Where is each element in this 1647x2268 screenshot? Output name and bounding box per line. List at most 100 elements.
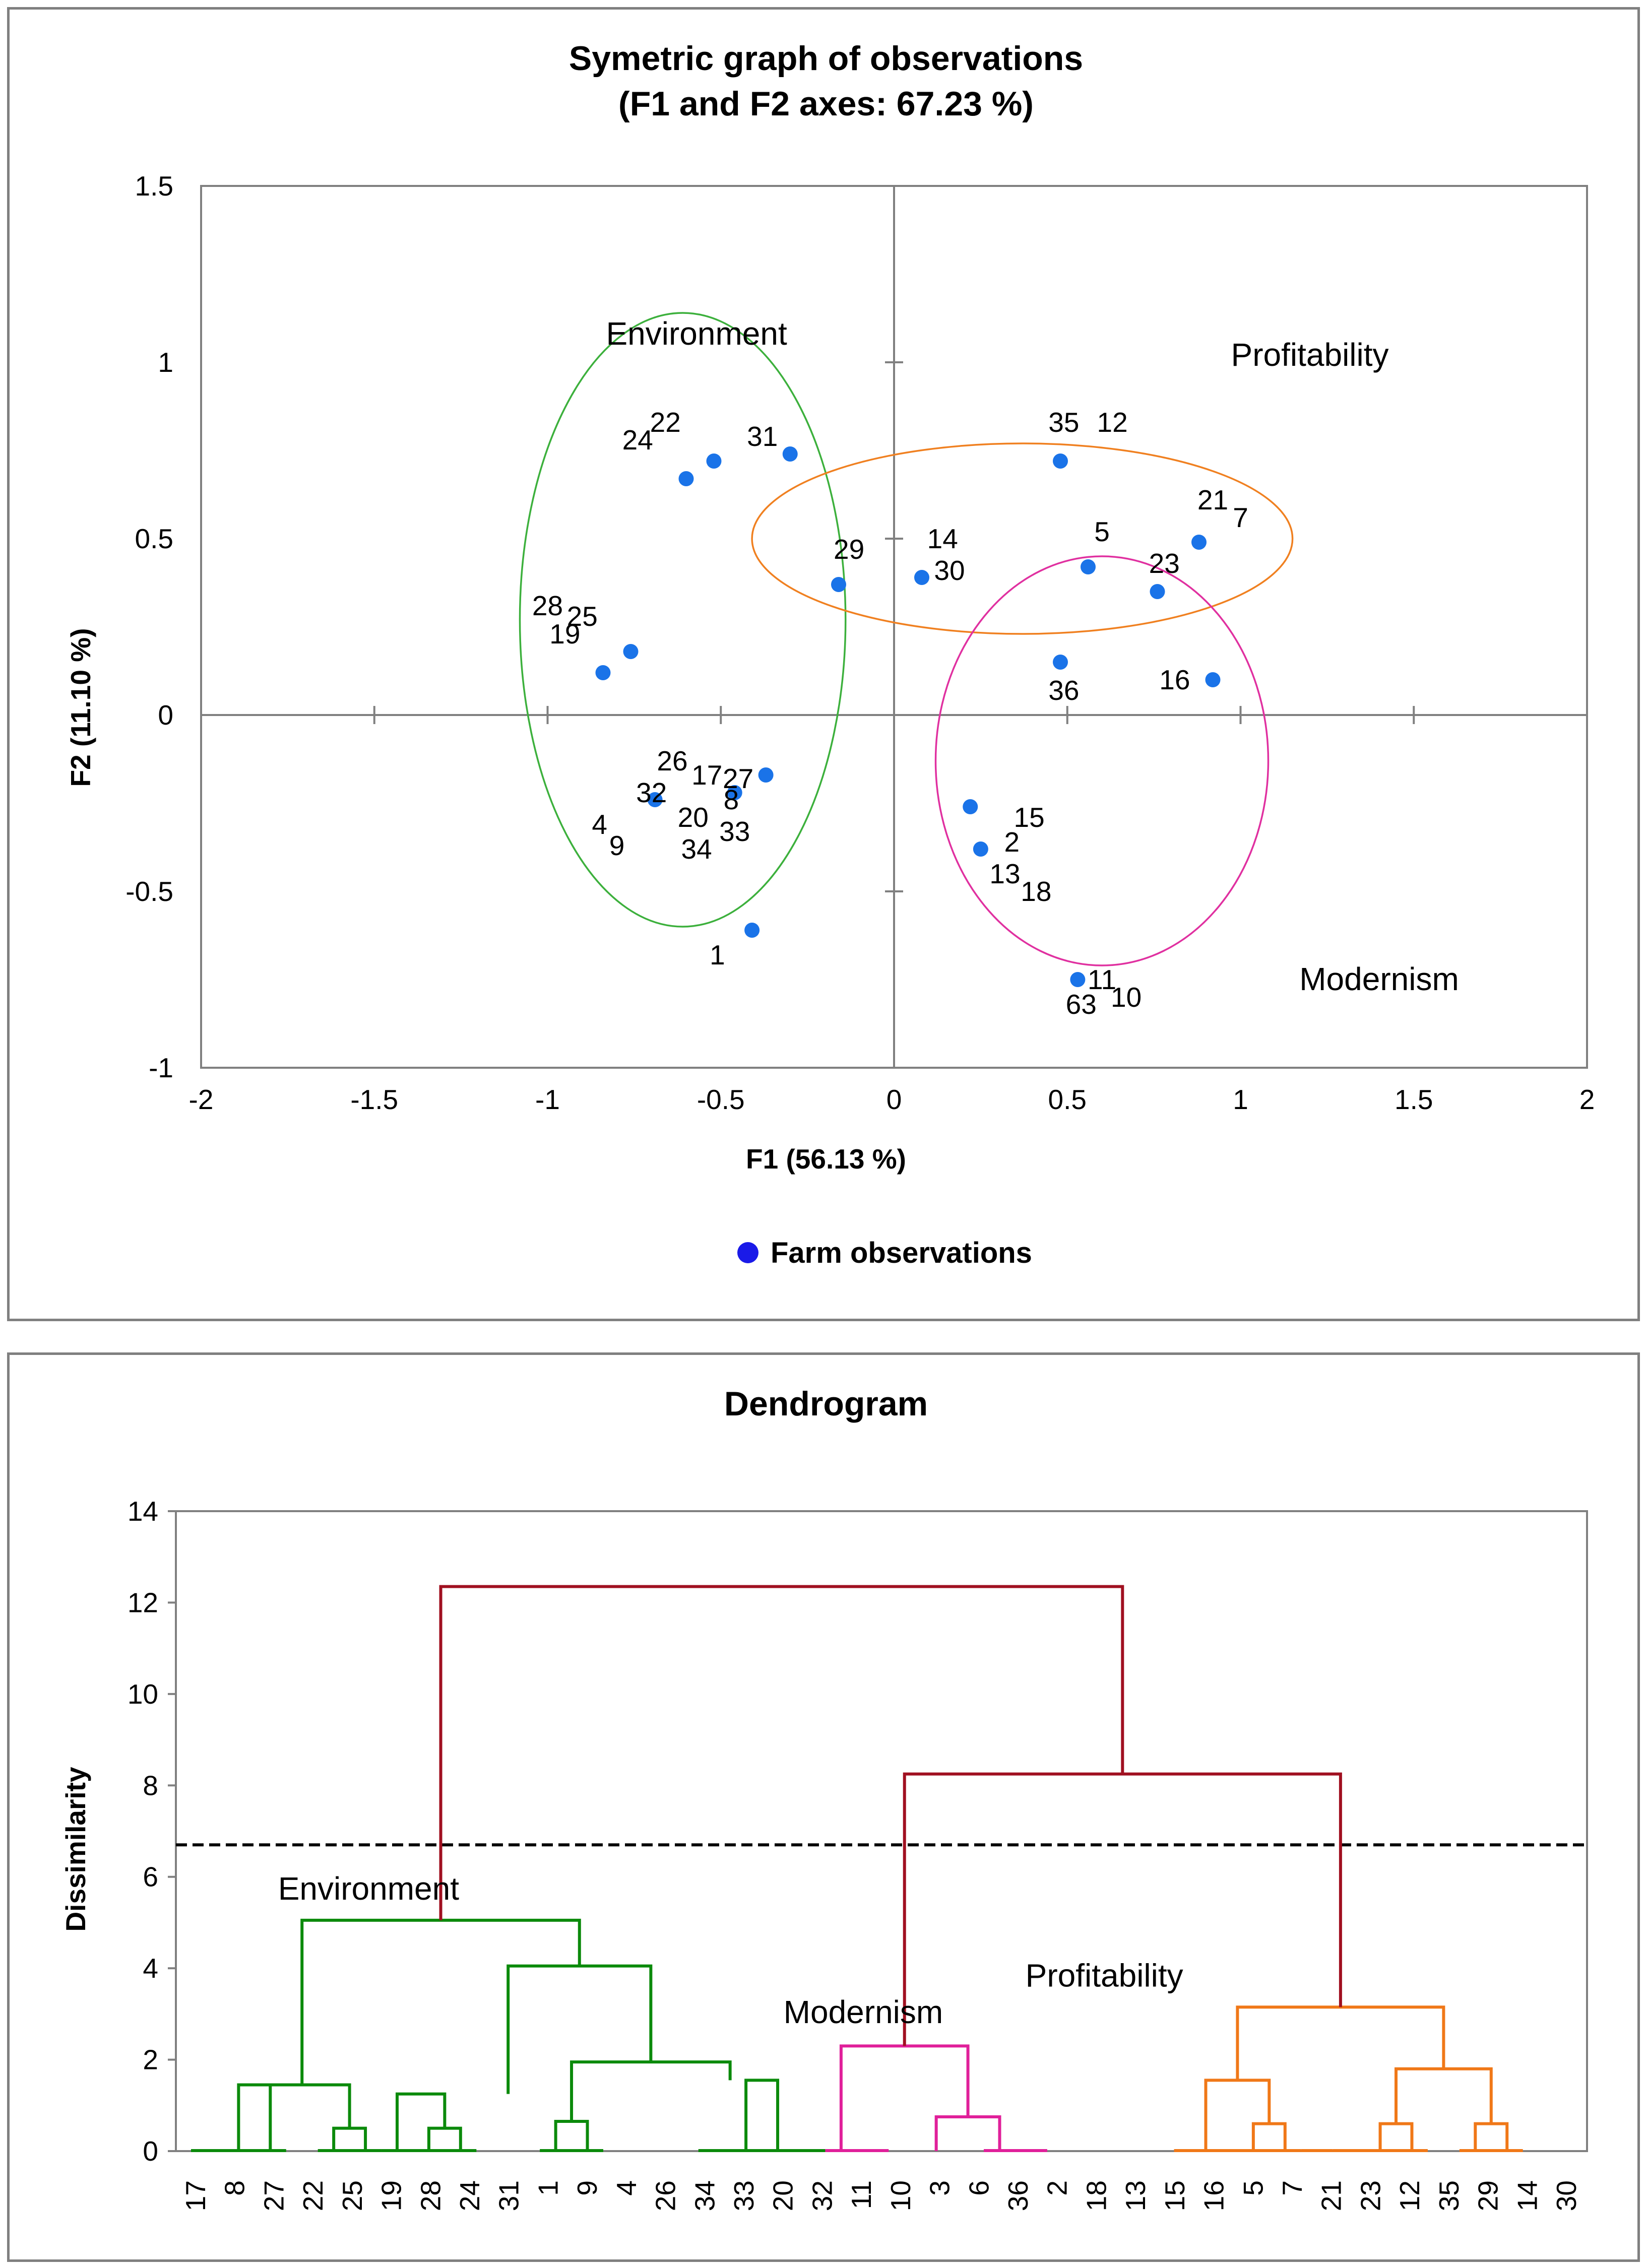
point-label: 36 xyxy=(1048,675,1079,706)
y-tick-label: 10 xyxy=(128,1678,158,1710)
leaf-label: 34 xyxy=(689,2180,720,2211)
data-point xyxy=(678,471,694,486)
y-tick-label: 6 xyxy=(143,1861,158,1893)
leaf-label: 3 xyxy=(924,2180,956,2196)
leaf-label: 2 xyxy=(1042,2180,1073,2196)
leaf-label: 24 xyxy=(454,2180,485,2211)
leaf-label: 7 xyxy=(1277,2180,1308,2196)
dendrogram-link xyxy=(554,2120,589,2151)
x-tick-label: 1.5 xyxy=(1395,1084,1433,1115)
point-label: 16 xyxy=(1159,664,1190,695)
point-label: 2 xyxy=(1004,826,1020,858)
group-ellipse xyxy=(751,442,1294,635)
point-label: 22 xyxy=(650,407,681,438)
y-tick-label: 0.5 xyxy=(135,523,173,554)
data-point xyxy=(831,577,846,592)
leaf-label: 20 xyxy=(768,2180,799,2211)
data-point xyxy=(727,785,742,800)
legend-marker xyxy=(737,1242,758,1263)
dendrogram-link xyxy=(300,1918,581,2085)
dendrogram-link xyxy=(1378,2122,1414,2151)
leaf-label: 1 xyxy=(532,2180,563,2196)
leaf-label: 6 xyxy=(963,2180,994,2196)
dendrogram-link xyxy=(332,2126,367,2151)
data-point xyxy=(1191,535,1207,550)
y-tick-label: 0 xyxy=(143,2135,158,2167)
y-tick-label: -0.5 xyxy=(125,876,173,907)
data-point xyxy=(623,644,639,659)
x-tick-label: 2 xyxy=(1579,1084,1595,1115)
y-axis-label: F2 (11.10 %) xyxy=(65,628,96,787)
y-tick-label: 1.5 xyxy=(135,170,173,202)
dendrogram-link xyxy=(1204,2079,1271,2151)
data-point xyxy=(758,767,774,783)
point-label: 1 xyxy=(710,939,725,970)
data-point xyxy=(1081,559,1096,574)
data-point xyxy=(647,792,663,807)
point-label: 7 xyxy=(1233,502,1248,533)
x-tick-label: 1 xyxy=(1233,1084,1248,1115)
point-label: 8 xyxy=(724,784,739,815)
dendrogram-link xyxy=(1395,2067,1493,2124)
cluster-label: Profitability xyxy=(1026,1957,1183,1993)
leaf-label: 5 xyxy=(1237,2180,1269,2196)
data-point xyxy=(1053,655,1068,670)
dendrogram-link xyxy=(427,2126,462,2151)
y-tick-label: 8 xyxy=(143,1770,158,1801)
y-tick-label: 1 xyxy=(158,347,173,378)
x-tick-label: -1 xyxy=(535,1084,560,1115)
leaf-label: 14 xyxy=(1511,2180,1543,2211)
data-point xyxy=(1205,672,1221,687)
point-label: 9 xyxy=(609,830,625,861)
group-ellipse xyxy=(934,555,1270,966)
point-label: 31 xyxy=(747,421,778,452)
data-point xyxy=(1150,584,1165,599)
group-ellipse xyxy=(519,312,847,928)
dendrogram-link xyxy=(237,2083,272,2151)
dendrogram-y-axis-label: Dissimilarity xyxy=(60,1767,91,1932)
y-tick-label: 12 xyxy=(128,1587,158,1618)
leaf-label: 29 xyxy=(1473,2180,1504,2211)
data-point xyxy=(706,453,722,469)
point-label: 5 xyxy=(1094,516,1110,547)
point-label: 29 xyxy=(834,534,864,565)
leaf-label: 17 xyxy=(180,2180,211,2211)
leaf-label: 35 xyxy=(1433,2180,1465,2211)
dendrogram-link xyxy=(439,1585,1124,1920)
data-point xyxy=(1070,972,1086,987)
leaf-label: 18 xyxy=(1081,2180,1112,2211)
leaf-label: 12 xyxy=(1394,2180,1425,2211)
chart-subtitle: (F1 and F2 axes: 67.23 %) xyxy=(618,85,1034,123)
group-label: Profitability xyxy=(1231,337,1389,373)
dendrogram-link xyxy=(1251,2122,1287,2151)
data-point xyxy=(744,923,760,938)
leaf-label: 25 xyxy=(337,2180,368,2211)
legend-label: Farm observations xyxy=(771,1237,1032,1269)
x-tick-label: -1.5 xyxy=(350,1084,398,1115)
x-tick-label: -2 xyxy=(189,1084,214,1115)
point-label: 63 xyxy=(1066,989,1097,1020)
point-label: 35 xyxy=(1048,407,1079,438)
cluster-label: Modernism xyxy=(784,1994,943,2030)
leaf-label: 27 xyxy=(258,2180,289,2211)
leaf-label: 13 xyxy=(1120,2180,1151,2211)
point-label: 26 xyxy=(657,745,687,776)
dendrogram-plot-area xyxy=(175,1510,1588,2152)
point-label: 21 xyxy=(1197,484,1228,515)
data-point xyxy=(595,665,611,680)
leaf-label: 33 xyxy=(728,2180,759,2211)
leaf-label: 9 xyxy=(572,2180,603,2196)
leaf-label: 8 xyxy=(219,2180,250,2196)
scatter-chart: Symetric graph of observations (F1 and F… xyxy=(65,39,1595,1269)
y-tick-label: 14 xyxy=(128,1496,158,1527)
point-label: 24 xyxy=(622,424,653,456)
point-label: 25 xyxy=(567,601,598,632)
dendrogram-title: Dendrogram xyxy=(724,1385,928,1423)
point-label: 34 xyxy=(681,833,712,865)
point-label: 23 xyxy=(1149,548,1180,579)
group-label: Modernism xyxy=(1299,961,1459,997)
dendrogram-link xyxy=(1474,2122,1509,2151)
point-label: 11 xyxy=(1088,964,1116,995)
y-tick-label: 2 xyxy=(143,2044,158,2076)
